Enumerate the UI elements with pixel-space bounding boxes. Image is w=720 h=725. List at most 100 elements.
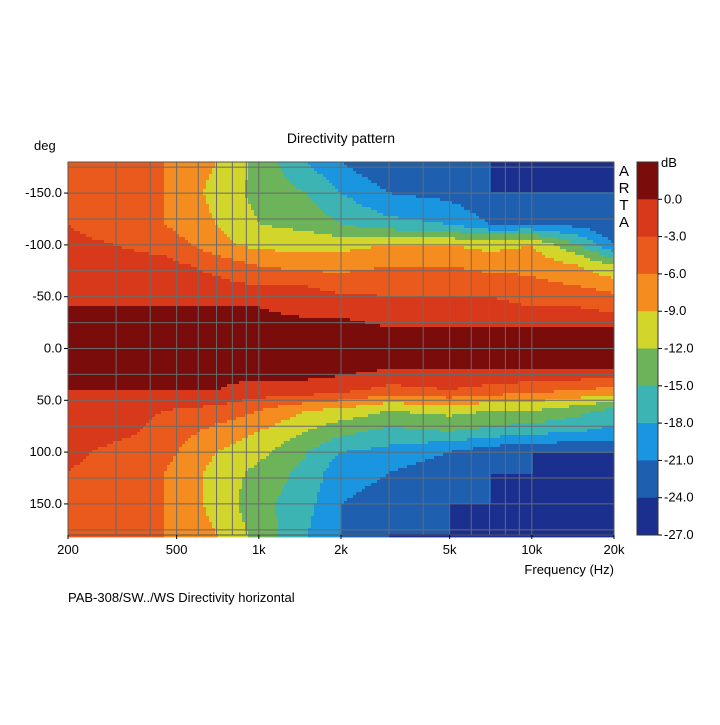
heatmap-cell xyxy=(314,177,317,180)
heatmap-cell xyxy=(416,207,419,210)
heatmap-cell xyxy=(584,192,587,195)
heatmap-cell xyxy=(239,204,242,207)
heatmap-cell xyxy=(587,177,590,180)
heatmap-cell xyxy=(308,210,311,213)
heatmap-cell xyxy=(365,207,368,210)
heatmap-cell xyxy=(569,201,572,204)
heatmap-cell xyxy=(350,183,353,186)
heatmap-cell xyxy=(521,225,524,228)
heatmap-cell xyxy=(137,237,140,240)
heatmap-cell xyxy=(185,168,188,171)
heatmap-cell xyxy=(164,177,167,180)
heatmap-cell xyxy=(137,189,140,192)
heatmap-cell xyxy=(491,180,494,183)
heatmap-cell xyxy=(374,237,377,240)
heatmap-cell xyxy=(167,177,170,180)
heatmap-cell xyxy=(128,225,131,228)
heatmap-cell xyxy=(560,171,563,174)
heatmap-cell xyxy=(143,162,146,165)
heatmap-cell xyxy=(398,201,401,204)
heatmap-cell xyxy=(191,201,194,204)
heatmap-cell xyxy=(152,210,155,213)
heatmap-cell xyxy=(392,174,395,177)
heatmap-cell xyxy=(311,240,314,243)
heatmap-cell xyxy=(293,240,296,243)
heatmap-cell xyxy=(455,189,458,192)
heatmap-cell xyxy=(296,198,299,201)
heatmap-cell xyxy=(146,183,149,186)
heatmap-cell xyxy=(500,162,503,165)
heatmap-cell xyxy=(356,210,359,213)
heatmap-cell xyxy=(95,162,98,165)
heatmap-cell xyxy=(527,228,530,231)
heatmap-cell xyxy=(551,177,554,180)
heatmap-cell xyxy=(305,174,308,177)
heatmap-cell xyxy=(305,171,308,174)
heatmap-cell xyxy=(92,240,95,243)
heatmap-cell xyxy=(311,210,314,213)
heatmap-cell xyxy=(152,180,155,183)
heatmap-cell xyxy=(95,180,98,183)
heatmap-cell xyxy=(287,222,290,225)
heatmap-cell xyxy=(563,210,566,213)
heatmap-cell xyxy=(146,213,149,216)
heatmap-cell xyxy=(287,237,290,240)
heatmap-cell xyxy=(284,201,287,204)
heatmap-cell xyxy=(545,210,548,213)
heatmap-cell xyxy=(512,222,515,225)
heatmap-cell xyxy=(446,162,449,165)
heatmap-cell xyxy=(482,237,485,240)
heatmap-cell xyxy=(407,183,410,186)
heatmap-cell xyxy=(188,207,191,210)
heatmap-cell xyxy=(590,177,593,180)
heatmap-cell xyxy=(251,201,254,204)
heatmap-cell xyxy=(452,213,455,216)
heatmap-cell xyxy=(416,222,419,225)
heatmap-cell xyxy=(554,174,557,177)
heatmap-cell xyxy=(122,228,125,231)
heatmap-cell xyxy=(383,177,386,180)
heatmap-cell xyxy=(95,195,98,198)
heatmap-cell xyxy=(71,195,74,198)
heatmap-cell xyxy=(464,222,467,225)
heatmap-cell xyxy=(284,189,287,192)
heatmap-cell xyxy=(74,189,77,192)
heatmap-cell xyxy=(173,177,176,180)
heatmap-cell xyxy=(230,234,233,237)
heatmap-cell xyxy=(566,231,569,234)
heatmap-cell xyxy=(461,201,464,204)
heatmap-cell xyxy=(209,183,212,186)
heatmap-cell xyxy=(428,213,431,216)
heatmap-cell xyxy=(206,219,209,222)
heatmap-cell xyxy=(128,237,131,240)
heatmap-cell xyxy=(332,168,335,171)
heatmap-cell xyxy=(569,219,572,222)
heatmap-cell xyxy=(89,180,92,183)
heatmap-cell xyxy=(80,177,83,180)
heatmap-cell xyxy=(239,198,242,201)
heatmap-cell xyxy=(452,186,455,189)
heatmap-cell xyxy=(104,195,107,198)
heatmap-cell xyxy=(320,201,323,204)
heatmap-cell xyxy=(326,213,329,216)
heatmap-cell xyxy=(476,183,479,186)
heatmap-cell xyxy=(515,213,518,216)
heatmap-cell xyxy=(227,195,230,198)
heatmap-cell xyxy=(431,171,434,174)
heatmap-cell xyxy=(77,174,80,177)
heatmap-cell xyxy=(323,174,326,177)
heatmap-cell xyxy=(347,195,350,198)
heatmap-cell xyxy=(92,225,95,228)
heatmap-cell xyxy=(170,225,173,228)
heatmap-cell xyxy=(353,213,356,216)
heatmap-cell xyxy=(515,204,518,207)
heatmap-cell xyxy=(443,162,446,165)
heatmap-cell xyxy=(269,240,272,243)
heatmap-cell xyxy=(134,171,137,174)
heatmap-cell xyxy=(140,210,143,213)
heatmap-cell xyxy=(509,204,512,207)
heatmap-cell xyxy=(290,231,293,234)
heatmap-cell xyxy=(83,204,86,207)
heatmap-cell xyxy=(80,231,83,234)
heatmap-cell xyxy=(371,168,374,171)
